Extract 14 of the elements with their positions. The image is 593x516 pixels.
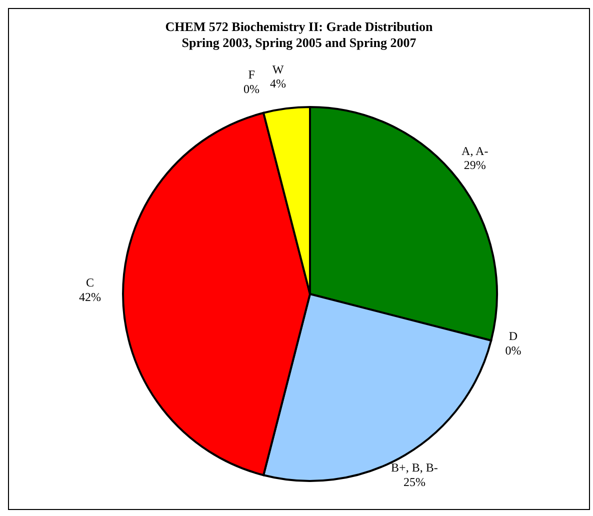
data-label: 29% (464, 158, 486, 172)
category-label: D (508, 329, 518, 344)
text: 0% (505, 343, 522, 358)
chart-title: CHEM 572 Biochemistry II: Grade Distribution (164, 19, 434, 35)
slice-label: W (272, 62, 284, 76)
text: 0% (244, 82, 260, 96)
category-label: F (248, 67, 255, 82)
slice-label: B+, B, B- (391, 460, 438, 475)
data-label: 25% (403, 475, 426, 490)
data-label: 4% (270, 76, 286, 91)
chart-subtitle: Spring 2003, Spring 2005 and Spring 2007 (180, 35, 418, 51)
slice-label: A, A- (462, 144, 488, 158)
slice-label: C (86, 276, 94, 290)
data-label: 42% (79, 290, 101, 304)
